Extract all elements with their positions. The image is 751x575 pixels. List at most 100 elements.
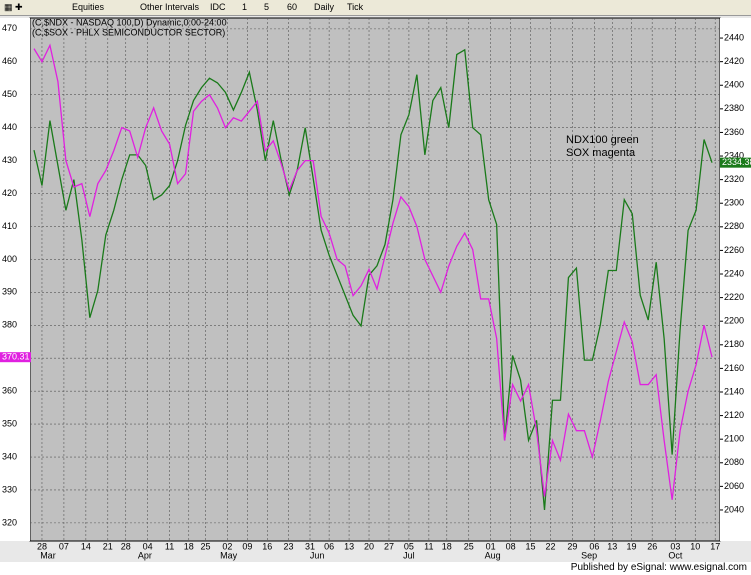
y-tick-label: 430	[2, 155, 17, 165]
y2-tick-label: 2120	[724, 410, 744, 420]
x-tick-label: 31	[305, 541, 315, 551]
month-label: Jun	[310, 550, 325, 560]
x-tick-label: 10	[690, 541, 700, 551]
toolbar-button[interactable]: Equities	[72, 2, 105, 12]
y2-tick-label: 2420	[724, 56, 744, 66]
y2-tick-label: 2440	[724, 32, 744, 42]
x-tick-label: 27	[384, 541, 394, 551]
y2-tick-label: 2280	[724, 221, 744, 231]
y2-tick-label: 2320	[724, 174, 744, 184]
x-tick-label: 21	[103, 541, 113, 551]
y2-tick-label: 2100	[724, 434, 744, 444]
month-label: Jul	[403, 550, 415, 560]
y2-tick-label: 2240	[724, 268, 744, 278]
y2-tick-label: 2080	[724, 457, 744, 467]
icon: ▦ ✚	[4, 2, 23, 12]
y-tick-label: 390	[2, 287, 17, 297]
x-tick-label: 08	[506, 541, 516, 551]
y-tick-label: 420	[2, 188, 17, 198]
y2-tick-label: 2160	[724, 363, 744, 373]
x-tick-label: 18	[442, 541, 452, 551]
x-tick-label: 22	[545, 541, 555, 551]
x-tick-label: 20	[364, 541, 374, 551]
x-tick-label: 17	[710, 541, 720, 551]
y-tick-label: 360	[2, 386, 17, 396]
x-tick-label: 06	[324, 541, 334, 551]
toolbar-button[interactable]: 5	[264, 2, 270, 12]
last-value-label: 2334.38	[722, 157, 751, 167]
y-tick-label: 410	[2, 221, 17, 231]
toolbar-button[interactable]: Other Intervals	[140, 2, 200, 12]
x-tick-label: 28	[121, 541, 131, 551]
y-tick-label: 470	[2, 23, 17, 33]
month-label: Sep	[581, 550, 597, 560]
series-line	[33, 48, 713, 511]
y-tick-label: 400	[2, 254, 17, 264]
month-label: Aug	[485, 550, 501, 560]
x-tick-label: 23	[283, 541, 293, 551]
x-tick-label: 25	[464, 541, 474, 551]
annotation: SOX magenta	[566, 147, 636, 159]
x-tick-label: 19	[626, 541, 636, 551]
y-tick-label: 380	[2, 320, 17, 330]
y2-tick-label: 2340	[724, 150, 744, 160]
x-tick-label: 07	[59, 541, 69, 551]
last-value-box	[0, 352, 31, 363]
x-tick-label: 18	[184, 541, 194, 551]
x-tick-label: 01	[486, 541, 496, 551]
y2-tick-label: 2060	[724, 481, 744, 491]
y2-tick-label: 2220	[724, 292, 744, 302]
x-tick-label: 29	[567, 541, 577, 551]
x-tick-label: 13	[607, 541, 617, 551]
y-tick-label: 450	[2, 89, 17, 99]
y2-tick-label: 2040	[724, 504, 744, 514]
x-tick-label: 05	[404, 541, 414, 551]
y2-tick-label: 2400	[724, 80, 744, 90]
toolbar-button[interactable]: IDC	[210, 2, 226, 12]
x-tick-label: 11	[424, 541, 433, 551]
right-axis-panel	[720, 18, 751, 541]
series-line	[33, 43, 713, 500]
x-tick-label: 16	[262, 541, 272, 551]
month-label: May	[220, 550, 238, 560]
annotation: NDX100 green	[566, 134, 639, 146]
y-tick-label: 330	[2, 484, 17, 494]
toolbar-button[interactable]: 1	[242, 2, 248, 12]
x-tick-label: 26	[647, 541, 657, 551]
x-tick-label: 09	[242, 541, 252, 551]
x-tick-label: 28	[37, 541, 47, 551]
y2-tick-label: 2380	[724, 103, 744, 113]
x-tick-label: 13	[344, 541, 354, 551]
plot-area	[29, 17, 721, 542]
y2-tick-label: 2300	[724, 198, 744, 208]
y2-tick-label: 2180	[724, 339, 744, 349]
footer: Published by eSignal: www.esignal.com	[0, 562, 751, 575]
month-label: Apr	[138, 550, 152, 560]
y-tick-label: 320	[2, 517, 17, 527]
x-tick-label: 14	[81, 541, 91, 551]
x-tick-label: 25	[200, 541, 210, 551]
y2-tick-label: 2200	[724, 316, 744, 326]
x-tick-label: 04	[143, 541, 153, 551]
month-label: Oct	[668, 550, 683, 560]
left-axis-panel	[0, 18, 30, 541]
y2-tick-label: 2260	[724, 245, 744, 255]
y2-tick-label: 2140	[724, 386, 744, 396]
month-label: Mar	[40, 550, 56, 560]
toolbar: ▦ ✚ Equities Other Intervals IDC 1 5 60 …	[0, 0, 751, 16]
last-value-box	[720, 157, 751, 168]
toolbar-button[interactable]: Tick	[347, 2, 364, 12]
x-tick-label: 11	[165, 541, 174, 551]
toolbar-button[interactable]: 60	[287, 2, 298, 12]
x-tick-label: 06	[589, 541, 599, 551]
x-tick-label: 03	[670, 541, 680, 551]
y-tick-label: 350	[2, 418, 17, 428]
series-header: (C,$NDX - NASDAQ 100,D) Dynamic,0:00-24:…	[32, 17, 227, 27]
toolbar-button[interactable]: Daily	[314, 2, 335, 12]
y2-tick-label: 2360	[724, 127, 744, 137]
x-tick-label: 15	[526, 541, 536, 551]
last-value-label: 370.31	[2, 352, 30, 362]
series-header: (C,$SOX - PHLX SEMICONDUCTOR SECTOR)	[32, 27, 225, 37]
y-tick-label: 340	[2, 451, 17, 461]
